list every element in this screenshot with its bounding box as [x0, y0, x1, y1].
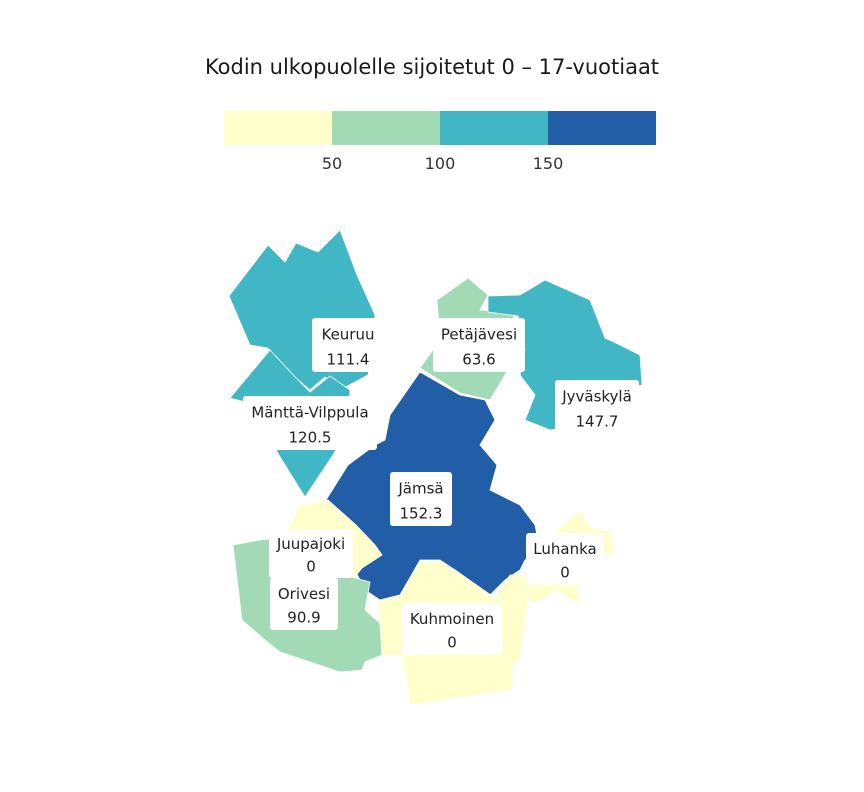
region-name: Petäjävesi — [441, 326, 517, 344]
region-value: 0 — [306, 557, 316, 575]
label-box — [555, 380, 639, 434]
label-box — [312, 318, 384, 372]
region-value: 147.7 — [576, 412, 619, 430]
label-box — [402, 603, 502, 655]
region-value: 63.6 — [462, 350, 495, 368]
region-value: 90.9 — [287, 609, 320, 627]
legend-tick-150: 150 — [532, 154, 564, 173]
map-title: Kodin ulkopuolelle sijoitetut 0 – 17-vuo… — [204, 55, 660, 79]
region-value: 0 — [447, 634, 457, 652]
region-value: 0 — [560, 564, 570, 582]
region-name: Kuhmoinen — [410, 610, 494, 628]
region-name: Mänttä-Vilppula — [251, 404, 368, 422]
region-name: Orivesi — [278, 585, 330, 603]
region-name: Luhanka — [533, 540, 596, 558]
label-box — [526, 533, 604, 585]
region-label-jyvaskyla: Jyväskylä 147.7 — [555, 380, 639, 434]
region-label-jamsa: Jämsä 152.3 — [390, 472, 452, 526]
label-box — [390, 472, 452, 526]
region-value: 120.5 — [289, 428, 332, 446]
legend-swatch-1 — [224, 111, 332, 145]
legend-swatch-4 — [548, 111, 656, 145]
region-label-mantta: Mänttä-Vilppula 120.5 — [243, 396, 377, 450]
label-box — [243, 396, 377, 450]
legend-swatch-3 — [440, 111, 548, 145]
region-label-orivesi: Orivesi 90.9 — [270, 578, 338, 630]
label-box — [433, 318, 525, 372]
legend-swatch-2 — [332, 111, 440, 145]
region-label-kuhmoinen: Kuhmoinen 0 — [402, 603, 502, 655]
label-box — [270, 578, 338, 630]
region-label-keuruu: Keuruu 111.4 — [312, 318, 384, 372]
region-name: Jyväskylä — [561, 388, 632, 406]
region-name: Jämsä — [397, 480, 443, 498]
legend-tick-50: 50 — [321, 154, 343, 173]
label-box — [269, 530, 353, 578]
region-name: Juupajoki — [276, 535, 345, 553]
region-label-petajavesi: Petäjävesi 63.6 — [433, 318, 525, 372]
legend-tick-100: 100 — [424, 154, 456, 173]
region-label-juupajoki: Juupajoki 0 — [269, 530, 353, 578]
region-value: 152.3 — [400, 504, 443, 522]
region-value: 111.4 — [327, 350, 370, 368]
region-name: Keuruu — [321, 326, 374, 344]
region-label-luhanka: Luhanka 0 — [526, 533, 604, 585]
